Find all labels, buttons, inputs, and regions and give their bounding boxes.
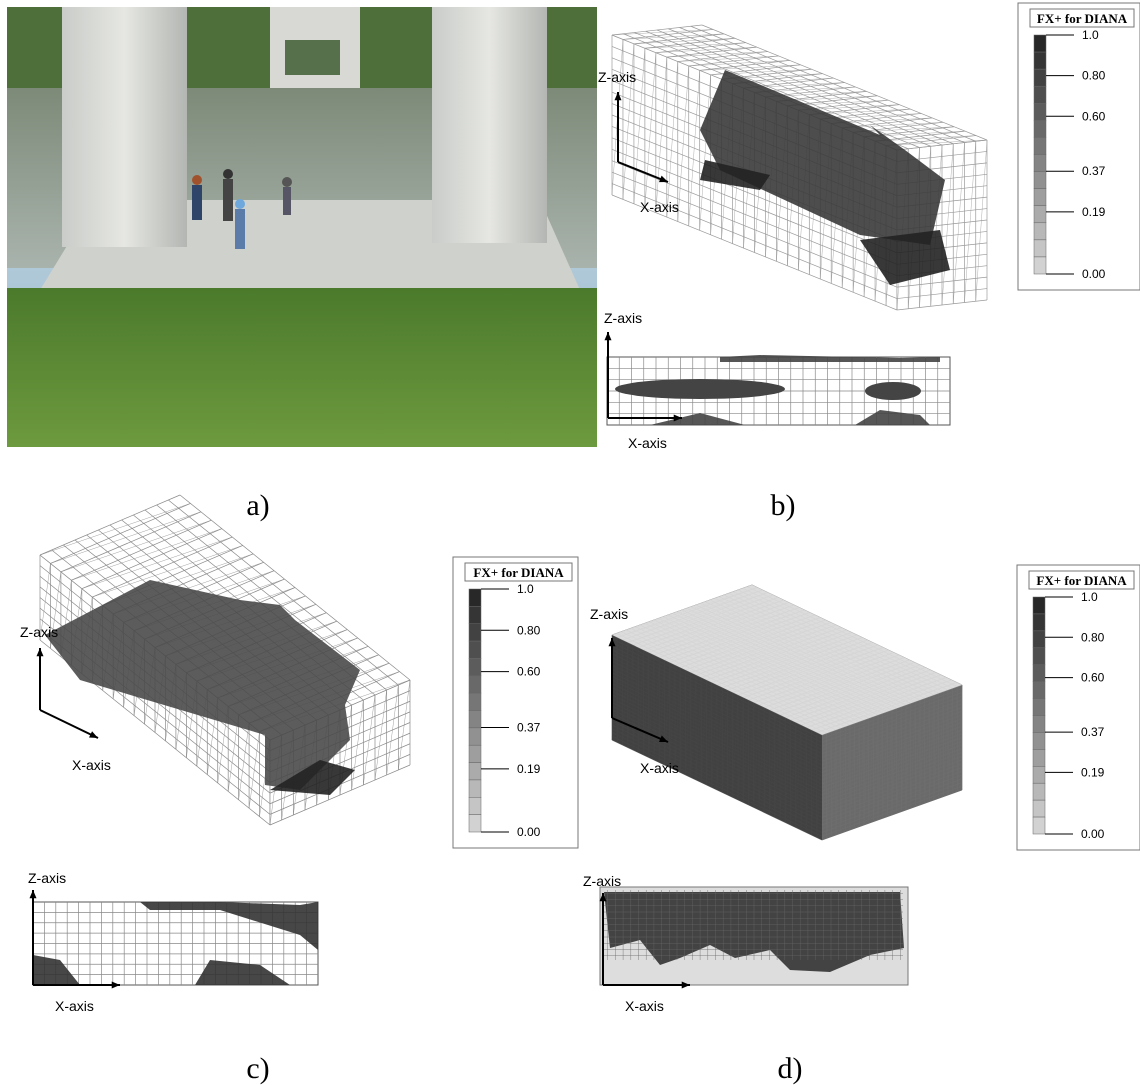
panel-label: c) [246,1052,269,1085]
legend-swatch [469,815,481,832]
legend-swatch [1034,120,1046,137]
axis-label: Z-axis [28,870,66,886]
legend-swatch [469,624,481,641]
legend-swatch [469,728,481,745]
legend-swatch [469,693,481,710]
figure: a) b) c) d) Z-axis X-axis FX+ for DIANA 1.0… [0,0,1140,1085]
legend-tick-label: 1.0 [1082,28,1099,42]
legend-tick-label: 0.19 [517,762,541,776]
legend-tick-label: 0.00 [1082,267,1106,281]
legend-title: FX+ for DIANA [1036,573,1127,588]
legend-swatch [469,676,481,693]
legend-swatch [1034,137,1046,154]
legend-swatch [1034,206,1046,223]
legend-swatch [1033,749,1045,766]
legend-swatch [469,780,481,797]
axis-label: X-axis [628,435,667,451]
legend-tick-label: 0.60 [1081,671,1105,685]
axis-label: Z-axis [590,606,628,622]
legend-tick-label: 0.00 [1081,827,1105,841]
legend-tick-label: 0.37 [1081,725,1105,739]
legend-swatch [1034,257,1046,274]
legend-swatch [469,606,481,623]
axis-label: X-axis [640,760,679,776]
damage-zone [615,379,785,399]
legend-tick-label: 0.37 [517,721,541,735]
legend-swatch [1034,69,1046,86]
legend-swatch [1034,103,1046,120]
axis-label: X-axis [72,757,111,773]
legend-swatch [469,658,481,675]
legend-tick-label: 0.19 [1081,765,1105,779]
legend-swatch [1034,240,1046,257]
legend-swatch [1034,189,1046,206]
legend-swatch [1034,172,1046,189]
legend-swatch [1033,716,1045,733]
panel-label: d) [778,1052,803,1085]
legend-tick-label: 1.0 [1081,590,1098,604]
legend-swatch [1033,699,1045,716]
legend-tick-label: 1.0 [517,582,534,596]
legend-swatch [1033,597,1045,614]
mesh-line [40,710,98,738]
legend-title: FX+ for DIANA [1037,11,1128,26]
legend-tick-label: 0.37 [1082,164,1106,178]
legend-swatch [1033,631,1045,648]
legend-tick-label: 0.60 [1082,109,1106,123]
legend-tick-label: 0.80 [1082,69,1106,83]
panel-label: a) [246,489,269,522]
arrow-head [604,332,611,340]
legend-tick-label: 0.60 [517,665,541,679]
legend-tick-label: 0.80 [517,623,541,637]
legend-swatch [469,745,481,762]
axis-label: Z-axis [583,873,621,889]
legend-swatch [1033,648,1045,665]
photo [7,7,597,447]
legend-swatch [1034,223,1046,240]
legend-swatch [1033,682,1045,699]
legend-swatch [1033,817,1045,834]
legend-swatch [1033,732,1045,749]
legend-tick-label: 0.80 [1081,630,1105,644]
damage-zone [720,355,940,362]
legend-swatch [1034,155,1046,172]
legend-swatch [1034,86,1046,103]
legend-swatch [1034,52,1046,69]
legend-swatch [1033,766,1045,783]
legend-swatch [1034,35,1046,52]
legend-swatch [469,589,481,606]
legend-swatch [469,797,481,814]
legend-swatch [469,641,481,658]
axis-label: X-axis [640,199,679,215]
arrow-head [29,890,36,898]
legend-swatch [1033,665,1045,682]
legend-swatch [469,711,481,728]
axis-label: X-axis [55,998,94,1014]
legend-tick-label: 0.00 [517,825,541,839]
axis-label: Z-axis [598,69,636,85]
legend-swatch [1033,614,1045,631]
legend-title: FX+ for DIANA [473,565,564,580]
panel-label: b) [771,489,796,522]
legend-swatch [1033,783,1045,800]
legend-swatch [469,763,481,780]
damage-zone [865,382,921,400]
arrow-head [36,648,43,656]
axis-label: Z-axis [20,624,58,640]
axis-label: X-axis [625,998,664,1014]
axis-label: Z-axis [604,310,642,326]
legend-tick-label: 0.19 [1082,205,1106,219]
legend-swatch [1033,800,1045,817]
